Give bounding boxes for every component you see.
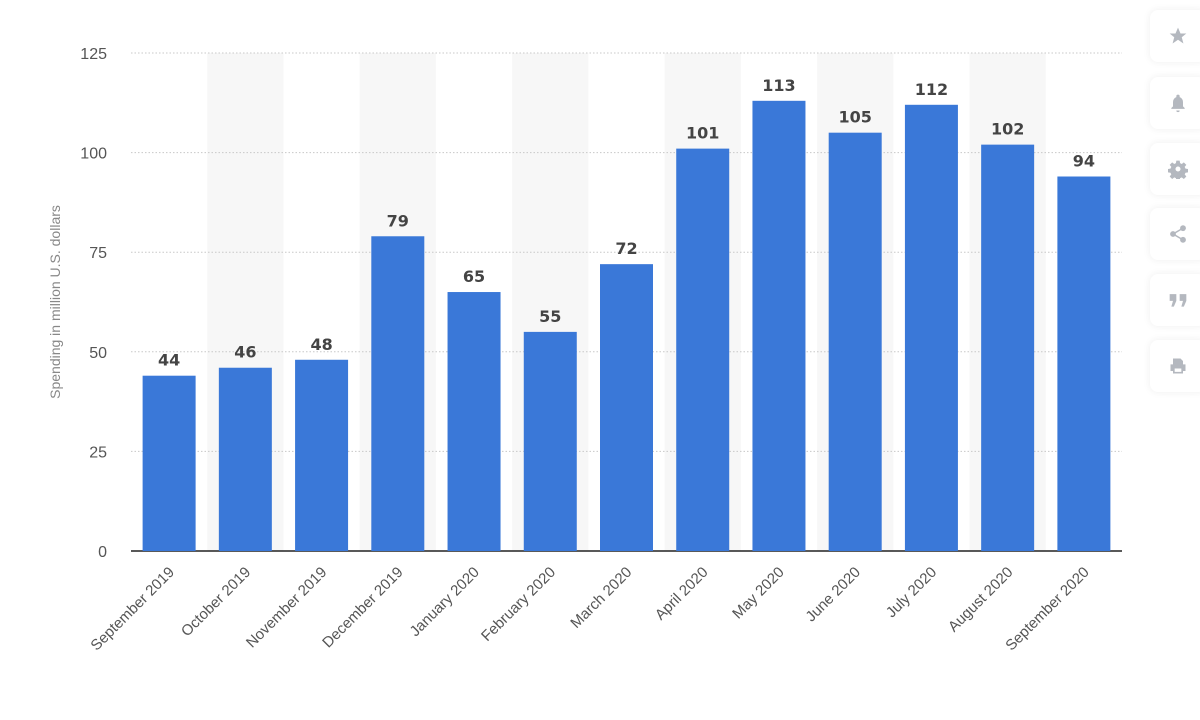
x-tick-label: July 2020 [883, 564, 940, 621]
notification-button[interactable] [1150, 77, 1200, 129]
bell-icon [1171, 94, 1185, 113]
data-label: 102 [991, 120, 1024, 139]
bar [600, 264, 653, 551]
bar [523, 331, 577, 551]
share-button[interactable] [1150, 208, 1200, 260]
bar [904, 104, 958, 552]
print-icon [1170, 358, 1186, 374]
x-tick-label: October 2019 [178, 564, 254, 640]
x-tick-label: May 2020 [729, 564, 788, 623]
star-icon [1169, 27, 1187, 44]
bar [142, 375, 196, 551]
x-tick-label: April 2020 [652, 564, 712, 624]
print-button[interactable] [1150, 340, 1200, 392]
data-label: 55 [539, 307, 561, 326]
bar-chart: 44 46 48 79 65 55 72 101 113 105 112 102 94 0 25 50 75 1… [47, 46, 1122, 654]
y-tick-label: 75 [89, 245, 107, 262]
x-tick-label: December 2019 [319, 564, 406, 651]
bar [218, 367, 272, 551]
data-label: 94 [1073, 152, 1095, 171]
x-tick-label: March 2020 [567, 564, 635, 632]
y-tick-label: 25 [89, 444, 107, 461]
x-tick-label: September 2020 [1002, 564, 1092, 654]
x-tick-label: February 2020 [478, 564, 559, 645]
cite-button[interactable] [1150, 274, 1200, 326]
quote-icon [1169, 294, 1187, 307]
data-label: 101 [686, 124, 719, 143]
x-tick-label: January 2020 [407, 564, 483, 640]
y-tick-label: 50 [89, 345, 107, 362]
gear-icon [1168, 160, 1188, 179]
data-label: 48 [310, 335, 332, 354]
bar [676, 148, 730, 551]
settings-button[interactable] [1150, 143, 1200, 195]
y-tick-label: 0 [98, 544, 107, 561]
bar [371, 236, 425, 551]
x-tick-label: November 2019 [243, 564, 330, 651]
data-label: 44 [158, 351, 180, 370]
data-label: 105 [838, 108, 871, 127]
y-tick-label: 125 [80, 46, 107, 63]
y-tick-label: 100 [80, 146, 107, 163]
data-label: 46 [234, 343, 256, 362]
bar [981, 144, 1035, 551]
y-axis-label: Spending in million U.S. dollars [47, 205, 63, 399]
share-icon [1170, 225, 1186, 243]
x-tick-label: August 2020 [945, 564, 1017, 636]
bar [1057, 176, 1111, 551]
x-tick-label: June 2020 [802, 564, 864, 626]
bar [828, 132, 882, 551]
bar [752, 100, 806, 552]
bar [295, 359, 349, 551]
data-label: 113 [762, 76, 795, 95]
data-label: 72 [615, 239, 637, 258]
data-label: 112 [915, 80, 948, 99]
data-label: 65 [463, 267, 485, 286]
data-label: 79 [387, 211, 409, 230]
bar [447, 292, 501, 551]
x-tick-label: September 2019 [87, 564, 177, 654]
favorite-button[interactable] [1150, 10, 1200, 62]
